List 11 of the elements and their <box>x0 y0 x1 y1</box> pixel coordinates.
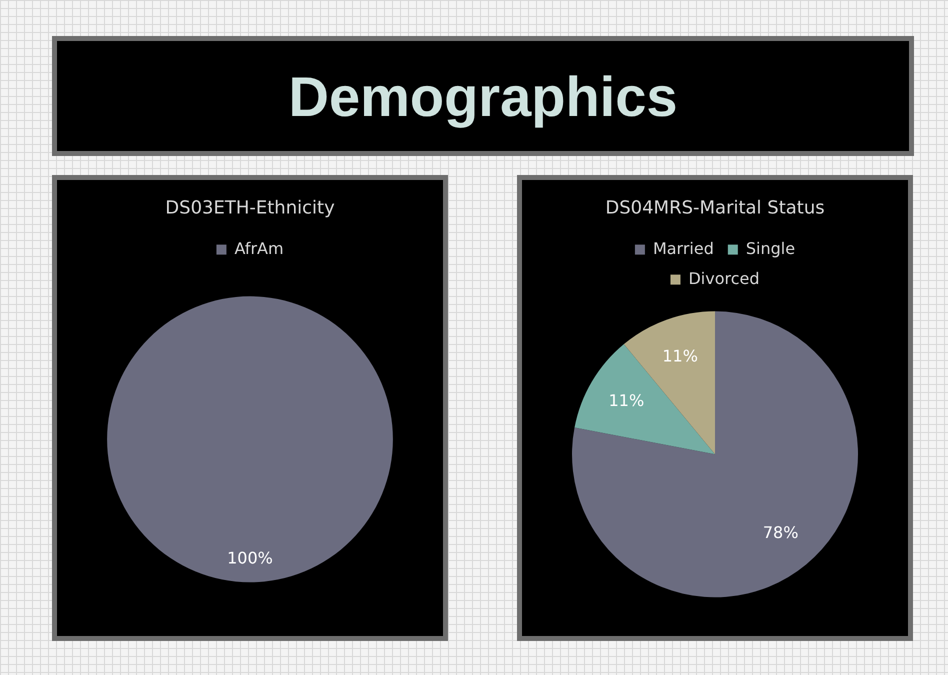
data-label: 78% <box>762 522 798 542</box>
data-label: 100% <box>227 548 273 568</box>
data-label: 11% <box>608 391 644 410</box>
legend-label: AfrAm <box>234 238 284 258</box>
chart-title: DS03ETH-Ethnicity <box>165 197 336 218</box>
legend-label: Divorced <box>688 268 760 288</box>
data-label: 11% <box>662 346 698 366</box>
text: Demographics <box>52 36 914 156</box>
legend-label: Married <box>652 238 714 258</box>
chart-title: DS04MRS-Marital Status <box>605 197 825 218</box>
legend-label: Single <box>746 238 796 258</box>
